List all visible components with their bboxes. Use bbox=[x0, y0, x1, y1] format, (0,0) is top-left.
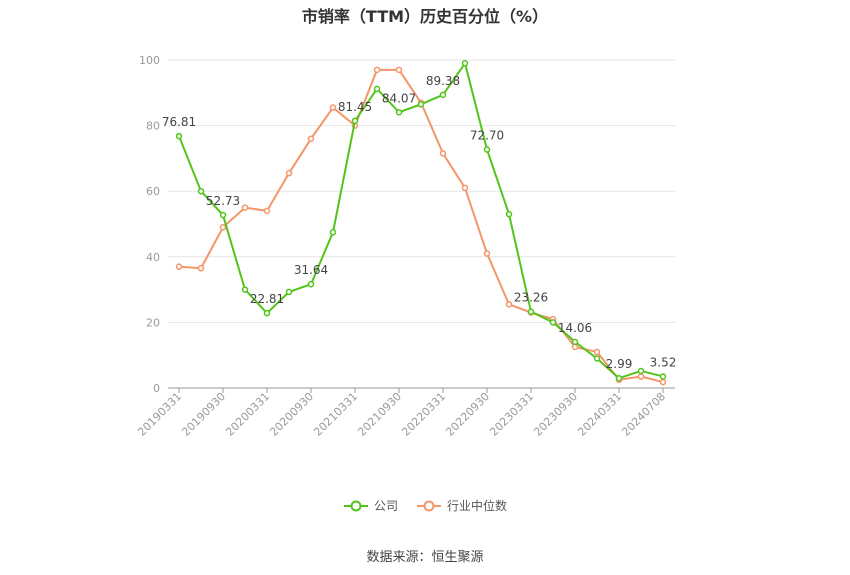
data-label: 89.38 bbox=[426, 74, 460, 88]
legend-item-industry-median[interactable]: 行业中位数 bbox=[416, 497, 507, 514]
company-point bbox=[417, 101, 425, 108]
x-tick-label: 20200930 bbox=[267, 390, 316, 439]
company-point bbox=[483, 146, 491, 153]
y-tick-label: 40 bbox=[146, 251, 160, 264]
data-label: 76.81 bbox=[162, 115, 196, 129]
x-tick-label: 20210331 bbox=[311, 390, 360, 439]
company-point bbox=[197, 187, 205, 195]
y-tick-label: 80 bbox=[146, 120, 160, 133]
x-tick-label: 20220930 bbox=[443, 390, 492, 439]
axes: 0 20 40 60 80 100 2019033120190930202003312020… bbox=[135, 54, 675, 439]
company-point bbox=[505, 210, 513, 218]
company-point bbox=[351, 117, 359, 125]
company-point bbox=[307, 280, 315, 288]
y-tick-label: 20 bbox=[146, 316, 160, 329]
industry-median-point bbox=[285, 169, 293, 177]
company-point bbox=[461, 60, 469, 67]
data-label: 81.45 bbox=[338, 100, 372, 114]
data-label: 14.06 bbox=[558, 321, 592, 335]
company-point bbox=[527, 308, 535, 315]
company-point bbox=[615, 374, 623, 382]
industry-median-point bbox=[329, 104, 337, 111]
x-tick-label: 20230930 bbox=[531, 390, 580, 439]
industry-median-point bbox=[219, 224, 227, 231]
x-tick-label: 20220331 bbox=[399, 390, 448, 439]
data-labels: 76.81 52.73 22.81 31.64 81.45 84.07 89.38 72.70… bbox=[162, 74, 677, 371]
company-point bbox=[571, 338, 579, 346]
data-label: 31.64 bbox=[294, 263, 328, 277]
x-tick-label: 20200331 bbox=[223, 390, 272, 439]
x-tick-label: 20240708 bbox=[619, 390, 668, 439]
company-point bbox=[285, 288, 293, 296]
company-point bbox=[659, 373, 667, 380]
industry-median-point bbox=[571, 343, 579, 351]
industry-median-point bbox=[197, 265, 205, 272]
grid-lines bbox=[168, 59, 675, 323]
company-point bbox=[439, 91, 447, 99]
x-tick-label: 20210930 bbox=[355, 390, 404, 439]
chart-title: 市销率（TTM）历史百分位（%） bbox=[301, 7, 549, 26]
industry-median-point bbox=[175, 263, 183, 270]
data-label: 3.52 bbox=[650, 355, 677, 369]
legend: 公司 行业中位数 bbox=[0, 497, 850, 514]
y-tick-label: 60 bbox=[146, 185, 160, 198]
legend-label-industry-median: 行业中位数 bbox=[447, 499, 508, 513]
industry-median-point bbox=[263, 207, 271, 215]
data-label: 84.07 bbox=[382, 91, 416, 105]
legend-item-company[interactable]: 公司 bbox=[343, 497, 398, 514]
industry-median-point bbox=[461, 184, 469, 192]
data-source-note: 数据来源：恒生聚源 bbox=[366, 550, 484, 565]
data-label: 23.26 bbox=[514, 291, 548, 305]
industry-median-point bbox=[395, 66, 403, 74]
company-point bbox=[241, 286, 249, 293]
industry-median-point bbox=[241, 204, 249, 211]
industry-median-point bbox=[483, 250, 491, 257]
industry-median-point bbox=[637, 373, 645, 380]
company-point bbox=[549, 319, 557, 326]
company-point bbox=[637, 367, 645, 375]
industry-median-point bbox=[659, 378, 667, 386]
company-point bbox=[395, 109, 403, 116]
data-label: 22.81 bbox=[250, 292, 284, 306]
legend-marker-industry-median-icon bbox=[417, 500, 441, 511]
data-label: 52.73 bbox=[206, 194, 240, 208]
company-point bbox=[329, 228, 337, 236]
data-label: 2.99 bbox=[606, 357, 633, 371]
industry-median-point bbox=[307, 135, 315, 142]
data-label: 72.70 bbox=[470, 129, 504, 143]
company-point bbox=[263, 309, 271, 317]
company-point bbox=[593, 355, 601, 362]
company-point bbox=[373, 85, 381, 93]
industry-median-point bbox=[373, 66, 381, 74]
y-tick-label: 0 bbox=[153, 382, 160, 395]
industry-median-point bbox=[439, 150, 447, 157]
y-tick-label: 100 bbox=[139, 54, 160, 67]
series-lines bbox=[175, 60, 667, 386]
company-point bbox=[219, 211, 227, 219]
company-point bbox=[175, 132, 183, 140]
industry-median-point bbox=[505, 301, 513, 308]
series-line-industry-median bbox=[178, 68, 664, 384]
x-tick-label: 20240331 bbox=[575, 390, 624, 439]
x-tick-label: 20190930 bbox=[179, 390, 228, 439]
x-tick-label: 20190331 bbox=[135, 390, 184, 439]
industry-median-point bbox=[593, 348, 601, 356]
legend-marker-company-icon bbox=[343, 500, 368, 511]
x-tick-label: 20230331 bbox=[487, 390, 536, 439]
legend-label-company: 公司 bbox=[373, 499, 398, 513]
